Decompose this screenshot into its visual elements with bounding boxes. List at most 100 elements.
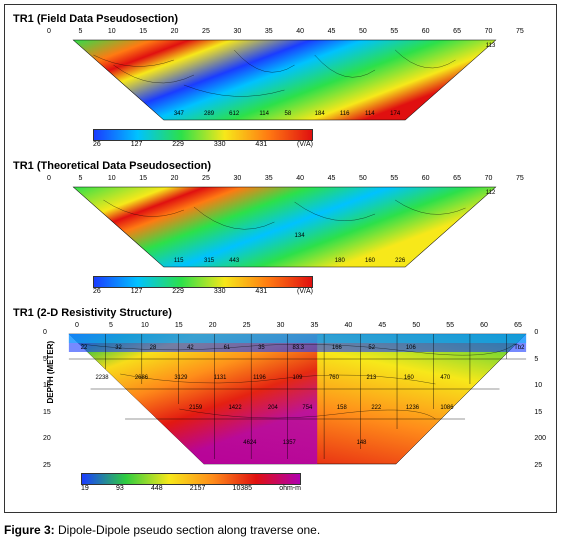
colorbar-unit: ohm-m	[279, 485, 301, 492]
panel-title-1: TR1 (Field Data Pseudosection)	[13, 13, 548, 25]
svg-text:4624: 4624	[243, 440, 257, 446]
x-tick: 30	[271, 322, 291, 329]
colorbar-gradient-3	[81, 473, 301, 485]
x-tick: 20	[165, 175, 185, 182]
y-axis-right: 05101520025	[534, 329, 546, 469]
x-tick: 40	[290, 28, 310, 35]
svg-text:289: 289	[204, 111, 215, 117]
plot-area-1: 051015202530354045505560657075	[33, 28, 536, 148]
y-tick: 0	[43, 329, 51, 336]
svg-text:106: 106	[406, 345, 417, 351]
svg-text:1236: 1236	[406, 405, 420, 411]
svg-text:2686: 2686	[135, 375, 149, 381]
x-tick: 35	[304, 322, 324, 329]
svg-text:22: 22	[81, 345, 88, 351]
x-tick: 35	[259, 28, 279, 35]
svg-text:1196: 1196	[253, 375, 266, 381]
svg-text:32: 32	[115, 345, 122, 351]
colorbar-unit: (V/A)	[297, 141, 313, 148]
x-tick: 65	[447, 28, 467, 35]
svg-text:160: 160	[404, 375, 415, 381]
x-tick: 35	[259, 175, 279, 182]
svg-text:83.3: 83.3	[293, 345, 305, 351]
x-tick: 70	[478, 28, 498, 35]
svg-text:204: 204	[268, 405, 279, 411]
panel-theoretical-data: TR1 (Theoretical Data Pseudosection) 051…	[13, 160, 548, 295]
y-tick: 15	[534, 409, 546, 416]
colorbar-2: 26127229330431(V/A)	[33, 276, 536, 295]
plot-area-3: 05101520253035404550556065 DEPTH (METER)…	[61, 322, 534, 492]
colorbar-tick: 431	[255, 141, 267, 148]
y-tick: 25	[43, 462, 51, 469]
svg-text:109: 109	[293, 375, 304, 381]
svg-text:112: 112	[486, 190, 496, 196]
colorbar-labels-1: 26127229330431(V/A)	[93, 141, 313, 148]
x-tick: 5	[70, 28, 90, 35]
colorbar-labels-3: 1993448215710385ohm-m	[81, 485, 301, 492]
y-tick: 0	[534, 329, 546, 336]
chart-body-3: DEPTH (METER) 0510152025 05101520025	[61, 329, 534, 469]
svg-text:347: 347	[174, 111, 185, 117]
svg-text:2159: 2159	[189, 405, 203, 411]
x-tick: 25	[196, 175, 216, 182]
y-tick: 10	[534, 382, 546, 389]
colorbar-tick: 229	[172, 288, 184, 295]
colorbar-tick: 10385	[233, 485, 252, 492]
x-tick: 0	[67, 322, 87, 329]
colorbar-tick: 26	[93, 141, 101, 148]
colorbar-tick: 127	[131, 288, 143, 295]
svg-text:116: 116	[340, 111, 350, 117]
svg-text:443: 443	[229, 258, 240, 264]
figure-caption: Figure 3: Dipole-Dipole pseudo section a…	[0, 519, 561, 541]
x-tick: 25	[237, 322, 257, 329]
x-tick: 5	[70, 175, 90, 182]
x-tick: 15	[133, 28, 153, 35]
x-tick: 20	[165, 28, 185, 35]
x-tick: 45	[322, 28, 342, 35]
x-tick: 30	[227, 175, 247, 182]
colorbar-tick: 2157	[190, 485, 206, 492]
x-axis-3: 05101520253035404550556065	[61, 322, 534, 329]
x-tick: 30	[227, 28, 247, 35]
x-axis-1: 051015202530354045505560657075	[33, 28, 536, 35]
svg-text:2238: 2238	[95, 375, 109, 381]
x-tick: 10	[135, 322, 155, 329]
svg-text:1086: 1086	[440, 405, 454, 411]
x-tick: 40	[338, 322, 358, 329]
x-tick: 15	[169, 322, 189, 329]
y-tick: 5	[534, 356, 546, 363]
svg-text:61: 61	[224, 345, 231, 351]
svg-text:222: 222	[371, 405, 381, 411]
colorbar-tick: 330	[214, 288, 226, 295]
colorbar-tick: 229	[172, 141, 184, 148]
colorbar-gradient-1	[93, 129, 313, 141]
colorbar-tick: 127	[131, 141, 143, 148]
x-tick: 55	[384, 175, 404, 182]
x-tick: 0	[39, 175, 59, 182]
svg-text:213: 213	[366, 375, 377, 381]
x-tick: 50	[353, 28, 373, 35]
x-tick: 25	[196, 28, 216, 35]
panel-resistivity: TR1 (2-D Resistivity Structure) 05101520…	[13, 307, 548, 492]
x-tick: 60	[416, 28, 436, 35]
svg-text:3129: 3129	[174, 375, 188, 381]
x-tick: 55	[440, 322, 460, 329]
pseudosection-plot-1: 347 289 612 114 58 184 116 114 174 113	[33, 35, 536, 125]
y-tick: 5	[43, 356, 51, 363]
x-tick: 65	[508, 322, 528, 329]
x-tick: 50	[406, 322, 426, 329]
figure-container: TR1 (Field Data Pseudosection) 0 5 10 15 20 2…	[4, 4, 557, 513]
x-tick: 60	[474, 322, 494, 329]
y-tick: 10	[43, 382, 51, 389]
svg-text:226: 226	[395, 258, 406, 264]
x-axis-2: 051015202530354045505560657075	[33, 175, 536, 182]
svg-text:113: 113	[486, 43, 496, 49]
caption-label: Figure 3:	[4, 523, 55, 537]
svg-text:160: 160	[365, 258, 376, 264]
svg-text:1357: 1357	[283, 440, 296, 446]
chart-body-2: 115 315 443 134 180 160 226 112	[33, 182, 536, 272]
svg-text:315: 315	[204, 258, 215, 264]
x-tick: 75	[510, 28, 530, 35]
plot-area-2: 051015202530354045505560657075	[33, 175, 536, 295]
svg-text:754: 754	[302, 405, 313, 411]
